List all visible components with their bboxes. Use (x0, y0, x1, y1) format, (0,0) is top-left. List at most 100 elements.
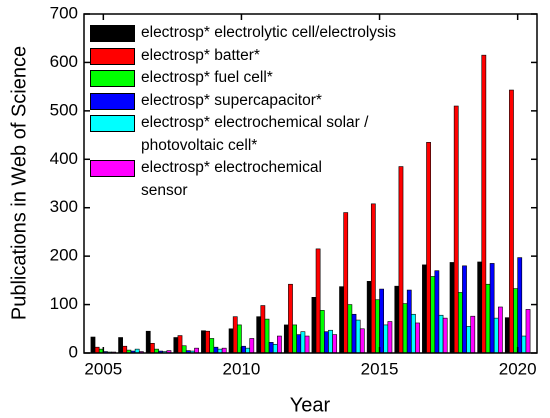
bar (343, 212, 349, 354)
bar (411, 313, 416, 354)
legend-entry: electrosp* electrolytic cell/electrolysi… (90, 22, 396, 45)
bar (315, 248, 321, 354)
bar (387, 321, 393, 354)
y-tick-label: 100 (50, 294, 78, 313)
bar (402, 303, 408, 354)
bar (288, 283, 293, 354)
bar (470, 315, 476, 354)
bar (493, 317, 499, 354)
bar (277, 335, 282, 354)
legend-entry: electrosp* batter* (90, 45, 396, 68)
bar (462, 265, 467, 354)
bar (201, 330, 206, 354)
bar (504, 317, 510, 354)
bar (449, 262, 455, 354)
bar (228, 328, 234, 354)
bar (149, 343, 155, 354)
bar (489, 263, 495, 354)
bar (209, 338, 215, 354)
bar (213, 346, 219, 354)
legend-entry: electrosp* electrochemical solar / photo… (90, 112, 396, 157)
bar (379, 288, 384, 354)
bar (521, 335, 527, 354)
bar (332, 334, 338, 354)
bar (406, 289, 412, 354)
bar (453, 105, 459, 354)
bar (311, 297, 317, 354)
bar (398, 166, 404, 354)
legend-label: electrosp* electrochemical sensor (141, 159, 322, 199)
bar (328, 329, 333, 354)
legend-label: electrosp* electrolytic cell/electrolysi… (141, 24, 396, 41)
bar (370, 203, 376, 354)
legend-swatch (90, 47, 135, 65)
bar (513, 288, 518, 354)
bar (296, 334, 302, 354)
x-tick-label: 2005 (84, 359, 122, 378)
bar (426, 142, 431, 354)
bar (485, 283, 491, 354)
bar (415, 322, 420, 354)
bar (375, 299, 380, 354)
bar (498, 306, 503, 354)
bar (481, 54, 487, 354)
bar (430, 276, 436, 354)
bar (256, 316, 262, 354)
bar (118, 337, 123, 354)
legend-swatch (90, 25, 135, 42)
bar (177, 335, 183, 354)
bar (264, 318, 270, 354)
bar (366, 281, 372, 354)
bar (272, 343, 278, 354)
bar (249, 338, 255, 354)
x-tick-label: 2015 (361, 359, 399, 378)
bar (173, 337, 179, 354)
bar (422, 264, 427, 354)
bar (525, 309, 531, 354)
bar (466, 326, 472, 354)
bar (283, 324, 289, 354)
bar (94, 346, 100, 354)
y-tick-label: 200 (50, 246, 78, 265)
y-axis-label: Publications in Web of Science (8, 46, 30, 320)
bar (260, 305, 266, 354)
x-axis-label: Year (290, 394, 331, 416)
legend-label: electrosp* electrochemical solar / photo… (141, 114, 369, 154)
legend-swatch (90, 92, 135, 110)
bar (438, 314, 444, 354)
bar (181, 345, 187, 354)
bar (145, 330, 151, 354)
bar (394, 285, 400, 354)
y-tick-label: 500 (50, 100, 78, 119)
legend-entry: electrosp* supercapacitor* (90, 90, 396, 113)
legend: electrosp* electrolytic cell/electrolysi… (90, 22, 396, 202)
legend-label: electrosp* batter* (141, 46, 260, 64)
bar (304, 335, 310, 354)
bar (292, 324, 297, 354)
bar (90, 336, 96, 354)
bar (232, 316, 238, 354)
bar (355, 319, 361, 354)
y-tick-label: 400 (50, 149, 78, 168)
bar (268, 342, 274, 354)
bar (509, 89, 514, 354)
bar (205, 330, 210, 354)
legend-swatch (90, 70, 135, 87)
legend-swatch (90, 115, 135, 132)
bar (347, 304, 353, 354)
bar (122, 345, 128, 354)
x-tick-label: 2010 (223, 359, 261, 378)
plot-frame (83, 13, 538, 354)
legend-entry: electrosp* fuel cell* (90, 67, 396, 90)
y-tick-label: 300 (50, 197, 78, 216)
bar (339, 286, 344, 354)
y-tick-label: 0 (69, 342, 78, 361)
legend-label: electrosp* supercapacitor* (141, 91, 322, 109)
bar (434, 270, 440, 354)
bar (319, 310, 325, 354)
bar (442, 317, 448, 354)
bar (359, 328, 365, 354)
bar (383, 324, 389, 354)
